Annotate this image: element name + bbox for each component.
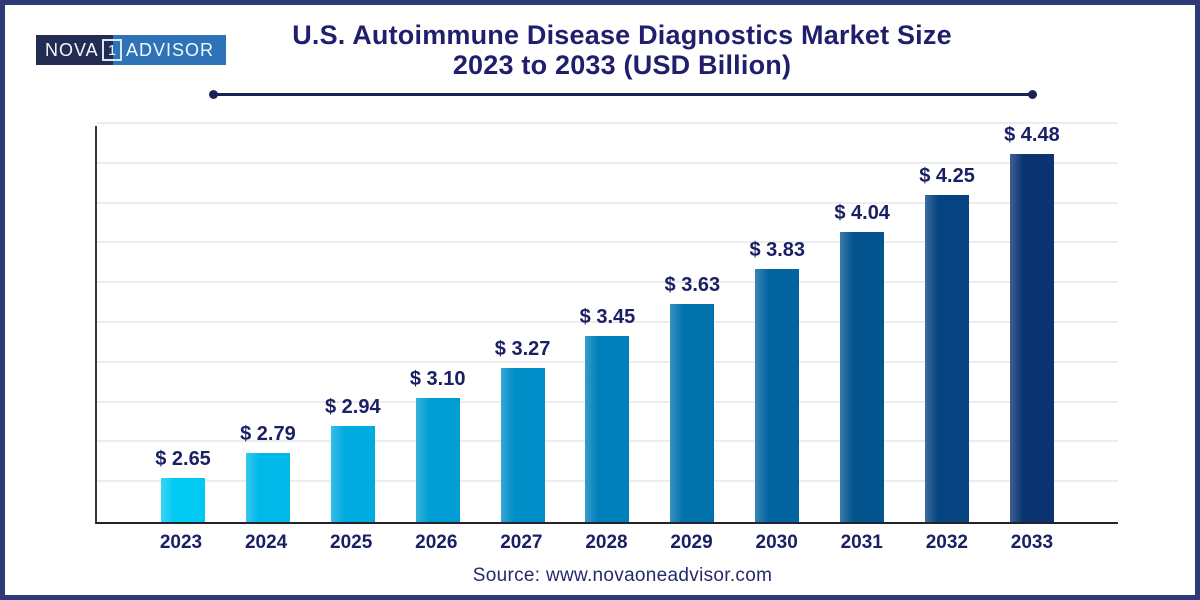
source-text: Source: www.novaoneadvisor.com xyxy=(472,565,773,586)
logo-number-box: 1 xyxy=(102,39,122,61)
x-tick-label: 2026 xyxy=(415,532,458,553)
bar-column-2026: $ 3.10 xyxy=(410,368,465,522)
plot-area: $ 2.65 $ 2.79 $ 2.94 $ 3.10 $ 3.27 $ 3.45 $ 3.… xyxy=(95,122,1118,524)
x-tick-label: 2032 xyxy=(925,532,968,553)
bar-column-2025: $ 2.94 xyxy=(325,396,381,522)
bar-value-label: $ 3.45 xyxy=(579,306,636,328)
bar xyxy=(840,232,885,522)
x-axis-labels: 2023 2024 2025 2026 2027 2028 2029 2030 2031 2032… xyxy=(95,532,1118,554)
bar-column-2033: $ 4.48 xyxy=(1004,124,1060,522)
x-tick-label: 2030 xyxy=(755,532,798,553)
bar-value-label: $ 2.79 xyxy=(240,423,296,445)
underline-end-dot-left xyxy=(209,90,218,99)
bar xyxy=(500,368,545,522)
logo-text-advisor: ADVISOR xyxy=(126,40,215,60)
logo-number: 1 xyxy=(107,41,117,59)
bar-value-label: $ 3.27 xyxy=(494,338,551,360)
bar-value-label: $ 2.94 xyxy=(324,396,381,418)
gridline xyxy=(97,161,1118,164)
bar-column-2029: $ 3.63 xyxy=(665,274,720,522)
bar-value-label: $ 3.10 xyxy=(409,368,466,390)
bar-series: $ 2.65 $ 2.79 $ 2.94 $ 3.10 $ 3.27 $ 3.45 $ 3.… xyxy=(97,124,1118,522)
bar-column-2028: $ 3.45 xyxy=(580,306,635,522)
logo-left-segment: NOVA xyxy=(36,35,113,65)
bar-column-2030: $ 3.83 xyxy=(749,239,805,522)
bar-column-2027: $ 3.27 xyxy=(495,338,550,522)
bar xyxy=(585,336,630,522)
logo-right-segment: ADVISOR xyxy=(113,35,226,65)
bar xyxy=(161,478,205,522)
x-tick-label: 2033 xyxy=(1010,532,1054,553)
gridline xyxy=(97,241,1118,244)
bar xyxy=(330,426,375,522)
bar xyxy=(670,304,715,522)
bar-value-label: $ 4.25 xyxy=(919,165,975,187)
gridline xyxy=(97,201,1118,204)
x-tick-label: 2027 xyxy=(500,532,543,553)
underline-end-dot-right xyxy=(1028,90,1037,99)
x-tick-label: 2023 xyxy=(159,532,203,553)
x-tick-label: 2031 xyxy=(840,532,883,553)
bar-value-label: $ 3.83 xyxy=(749,239,806,261)
brand-logo: NOVA ADVISOR 1 xyxy=(36,35,226,65)
gridline xyxy=(97,281,1118,284)
bar-column-2024: $ 2.79 xyxy=(240,423,296,522)
gridline xyxy=(97,321,1118,323)
x-tick-label: 2029 xyxy=(670,532,713,553)
bar-value-label: $ 2.65 xyxy=(155,448,211,470)
x-tick-label: 2025 xyxy=(330,532,373,553)
bar-column-2032: $ 4.25 xyxy=(919,165,975,522)
bar xyxy=(1009,154,1054,522)
chart-title-line-2: 2023 to 2033 (USD Billion) xyxy=(452,50,792,80)
bar-column-2023: $ 2.65 xyxy=(155,448,211,522)
x-tick-label: 2028 xyxy=(585,532,628,553)
bar xyxy=(245,453,290,522)
chart-title-line-1: U.S. Autoimmune Disease Diagnostics Mark… xyxy=(292,20,952,50)
title-underline xyxy=(209,90,1037,99)
bar-value-label: $ 4.48 xyxy=(1004,124,1060,146)
gridline xyxy=(97,122,1118,124)
logo-text-nova: NOVA xyxy=(45,40,99,60)
chart-title: U.S. Autoimmune Disease Diagnostics Mark… xyxy=(155,20,1089,80)
bar xyxy=(755,269,800,522)
bar-value-label: $ 3.63 xyxy=(664,274,721,296)
bar xyxy=(925,195,970,522)
bar-value-label: $ 4.04 xyxy=(834,202,890,224)
bar-column-2031: $ 4.04 xyxy=(834,202,890,522)
bar xyxy=(415,398,460,522)
x-tick-label: 2024 xyxy=(244,532,288,553)
